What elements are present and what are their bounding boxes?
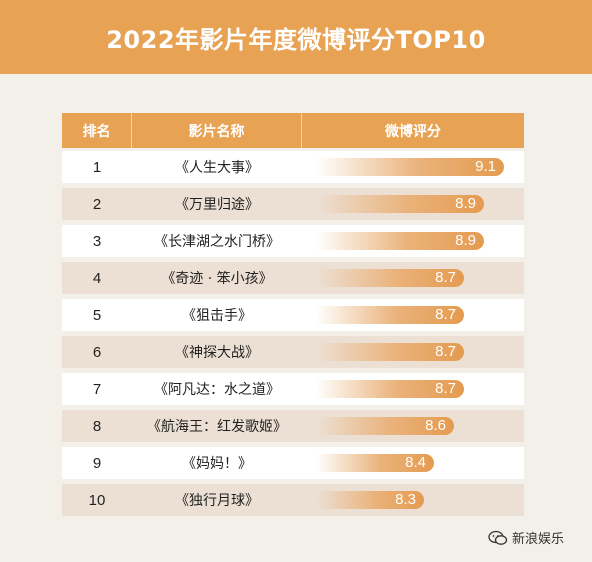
ranking-table: 排名 影片名称 微博评分 1 《人生大事》 9.1 2 《万里归途》 8.9 3 《长津湖之水…: [62, 113, 524, 516]
score-label: 8.3: [395, 491, 416, 508]
table-body: 1 《人生大事》 9.1 2 《万里归途》 8.9 3 《长津湖之水门桥》 8.9 4 《奇迹 · …: [62, 151, 524, 516]
score-cell: 8.4: [302, 447, 524, 479]
header-score: 微博评分: [385, 123, 441, 140]
score-label: 8.9: [455, 195, 476, 212]
rank-cell: 2: [92, 195, 102, 213]
score-bar: 8.7: [316, 269, 464, 287]
header-rank: 排名: [62, 113, 132, 148]
table-row: 9 《妈妈！》 8.4: [62, 447, 524, 479]
score-cell: 9.1: [302, 151, 524, 183]
score-cell: 8.9: [302, 225, 524, 257]
watermark-text: 新浪娱乐: [512, 532, 565, 547]
score-cell: 8.7: [302, 373, 524, 405]
table-row: 8 《航海王：红发歌姬》 8.6: [62, 410, 524, 442]
rank-cell: 10: [88, 491, 106, 509]
score-cell: 8.7: [302, 336, 524, 368]
film-name-cell: 《奇迹 · 笨小孩》: [161, 271, 273, 287]
score-bar: 8.7: [316, 380, 464, 398]
film-name-cell: 《神探大战》: [175, 345, 259, 361]
rank-cell: 5: [92, 306, 102, 324]
rank-cell: 3: [92, 232, 102, 250]
rank-cell: 1: [92, 158, 102, 176]
score-cell: 8.6: [302, 410, 524, 442]
film-name-cell: 《妈妈！》: [182, 456, 252, 472]
film-name-cell: 《独行月球》: [175, 493, 259, 509]
score-bar: 8.7: [316, 343, 464, 361]
score-cell: 8.7: [302, 299, 524, 331]
rank-cell: 9: [92, 454, 102, 472]
score-cell: 8.3: [302, 484, 524, 516]
chart-title: 2022年影片年度微博评分TOP10: [106, 25, 486, 54]
header-film: 影片名称: [132, 113, 302, 148]
table-header: 排名 影片名称 微博评分: [62, 113, 524, 148]
score-bar: 8.6: [316, 417, 454, 435]
film-name-cell: 《狙击手》: [182, 308, 252, 324]
table-row: 7 《阿凡达：水之道》 8.7: [62, 373, 524, 405]
film-name-cell: 《长津湖之水门桥》: [154, 234, 280, 250]
table-row: 4 《奇迹 · 笨小孩》 8.7: [62, 262, 524, 294]
score-label: 8.7: [435, 343, 456, 360]
score-label: 8.4: [405, 454, 426, 471]
film-name-cell: 《航海王：红发歌姬》: [147, 419, 287, 435]
film-name-cell: 《阿凡达：水之道》: [154, 382, 280, 398]
film-name-cell: 《万里归途》: [175, 197, 259, 213]
score-label: 8.9: [455, 232, 476, 249]
score-bar: 8.9: [316, 232, 484, 250]
score-bar: 8.9: [316, 195, 484, 213]
score-cell: 8.9: [302, 188, 524, 220]
score-label: 8.7: [435, 269, 456, 286]
header-banner: 2022年影片年度微博评分TOP10: [0, 0, 592, 74]
table-row: 5 《狙击手》 8.7: [62, 299, 524, 331]
rank-cell: 6: [92, 343, 102, 361]
film-name-cell: 《人生大事》: [175, 160, 259, 176]
table-row: 10 《独行月球》 8.3: [62, 484, 524, 516]
rank-cell: 8: [92, 417, 102, 435]
rank-cell: 7: [92, 380, 102, 398]
table-row: 1 《人生大事》 9.1: [62, 151, 524, 183]
table-row: 2 《万里归途》 8.9: [62, 188, 524, 220]
score-bar: 9.1: [316, 158, 504, 176]
rank-cell: 4: [92, 269, 102, 287]
table-row: 3 《长津湖之水门桥》 8.9: [62, 225, 524, 257]
score-cell: 8.7: [302, 262, 524, 294]
watermark: 新浪娱乐: [488, 528, 564, 547]
table-row: 6 《神探大战》 8.7: [62, 336, 524, 368]
score-bar: 8.4: [316, 454, 434, 472]
score-label: 8.7: [435, 306, 456, 323]
score-label: 9.1: [475, 158, 496, 175]
wechat-chat-icon: [488, 530, 508, 545]
score-bar: 8.3: [316, 491, 424, 509]
score-label: 8.7: [435, 380, 456, 397]
score-label: 8.6: [425, 417, 446, 434]
score-bar: 8.7: [316, 306, 464, 324]
